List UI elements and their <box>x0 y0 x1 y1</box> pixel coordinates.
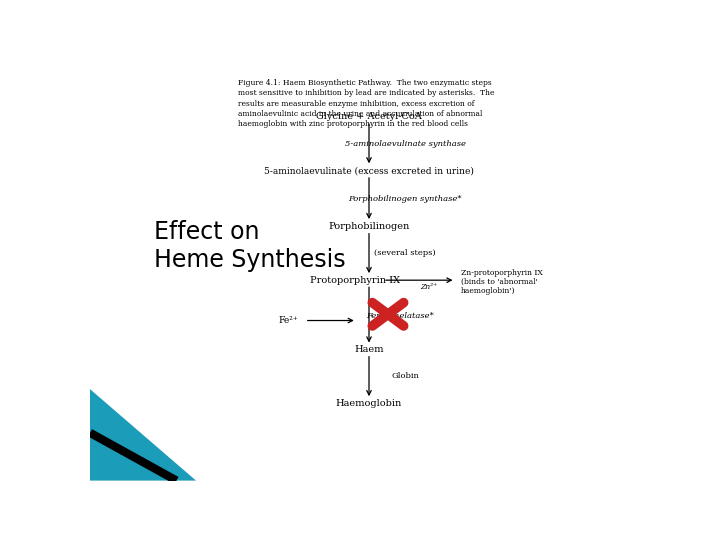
Text: Figure 4.1: Haem Biosynthetic Pathway.  The two enzymatic steps
most sensitive t: Figure 4.1: Haem Biosynthetic Pathway. T… <box>238 79 495 128</box>
Text: Porphobilinogen: Porphobilinogen <box>328 221 410 231</box>
Text: Protoporphyrin IX: Protoporphyrin IX <box>310 276 400 285</box>
Text: Globin: Globin <box>392 372 419 380</box>
Text: Fe²⁺: Fe²⁺ <box>278 316 298 325</box>
Text: 5-aminolaevulinate synthase: 5-aminolaevulinate synthase <box>345 140 466 148</box>
Text: Glycine + Acetyl-CoA: Glycine + Acetyl-CoA <box>316 112 422 122</box>
Text: Ferrochelatase*: Ferrochelatase* <box>366 312 433 320</box>
Text: Haem: Haem <box>354 345 384 354</box>
Polygon shape <box>90 389 196 481</box>
Text: Zn-protoporphyrin IX
(binds to 'abnormal'
haemoglobin'): Zn-protoporphyrin IX (binds to 'abnormal… <box>461 268 543 295</box>
Text: (several steps): (several steps) <box>374 249 436 256</box>
Text: Haemoglobin: Haemoglobin <box>336 399 402 408</box>
Text: Zn²⁺: Zn²⁺ <box>420 284 437 291</box>
Text: Effect on
Heme Synthesis: Effect on Heme Synthesis <box>154 220 346 272</box>
Text: 5-aminolaevulinate (excess excreted in urine): 5-aminolaevulinate (excess excreted in u… <box>264 166 474 176</box>
Text: Porphobilinogen synthase*: Porphobilinogen synthase* <box>348 195 462 202</box>
